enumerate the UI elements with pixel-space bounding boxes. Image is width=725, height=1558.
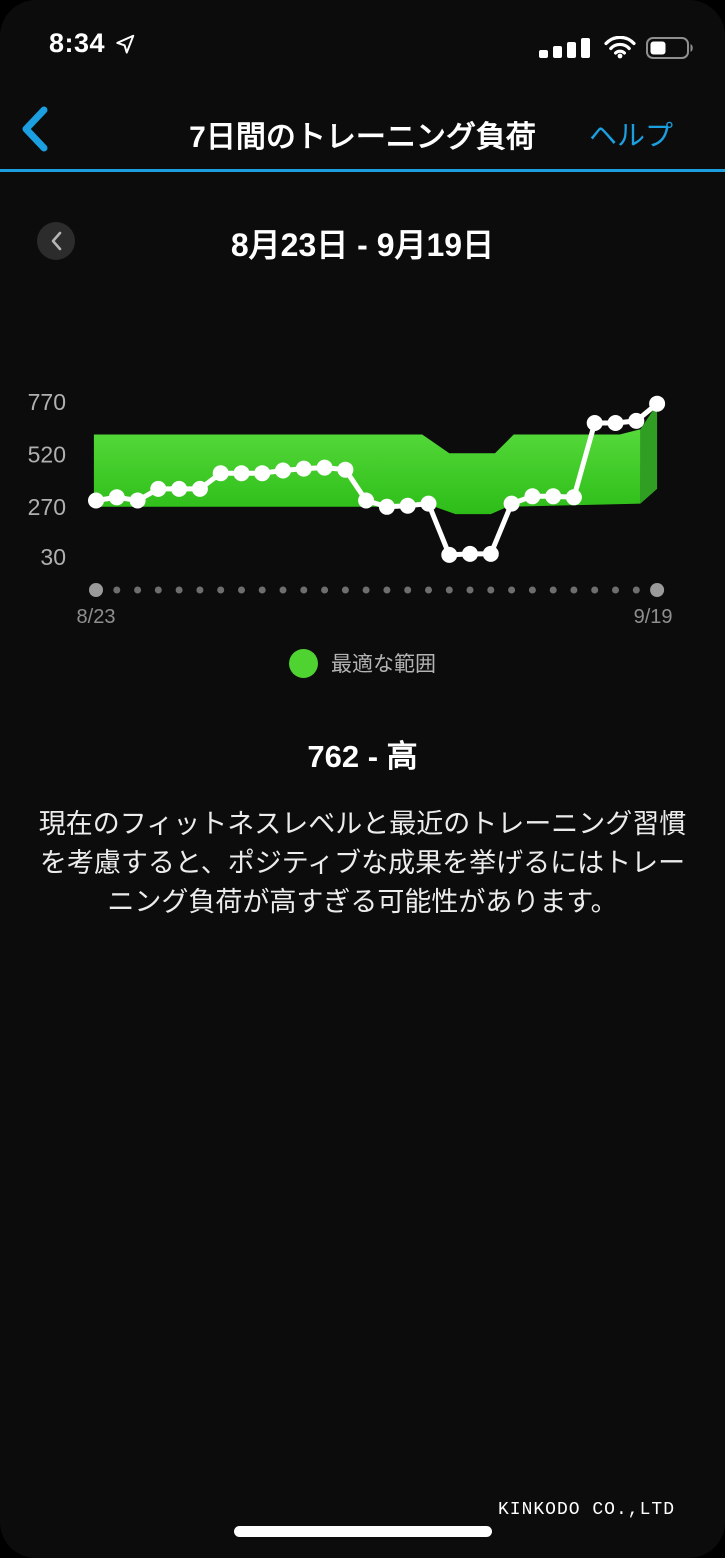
data-point[interactable] (482, 545, 499, 562)
data-point[interactable] (607, 415, 624, 431)
x-axis-dot (425, 586, 432, 594)
data-point[interactable] (316, 459, 333, 476)
load-summary-description: 現在のフィットネスレベルと最近のトレーニング習慣を考慮すると、ポジティブな成果を… (38, 809, 687, 917)
x-axis-dot (570, 586, 578, 594)
data-point[interactable] (628, 412, 645, 429)
x-axis-dot (134, 586, 142, 594)
status-time: 8:34 (49, 28, 106, 58)
home-indicator[interactable] (233, 1526, 492, 1537)
back-button[interactable] (16, 104, 52, 156)
data-point[interactable] (150, 480, 167, 497)
x-axis-dot (362, 586, 370, 594)
optimal-range-band (93, 429, 641, 515)
x-axis-dot (175, 586, 183, 594)
wifi-icon (604, 36, 636, 59)
date-range-label: 8月23日 - 9月19日 (230, 227, 495, 263)
data-point[interactable] (378, 498, 395, 515)
x-axis-dot (300, 586, 308, 594)
data-point[interactable] (462, 545, 478, 562)
data-point[interactable] (108, 489, 125, 506)
x-axis-dot (591, 586, 599, 594)
x-tick-label: 9/19 (634, 606, 673, 628)
data-point[interactable] (129, 492, 146, 509)
data-point[interactable] (649, 395, 666, 412)
x-axis-dot (321, 586, 329, 594)
x-axis-dot (508, 586, 516, 594)
x-axis-dot (650, 583, 665, 597)
data-point[interactable] (399, 497, 416, 514)
y-tick-label: 270 (28, 494, 66, 520)
training-load-chart[interactable]: 770 520 270 30 8/23 9/19 (0, 365, 725, 635)
x-axis-dot (341, 586, 349, 594)
header-divider (0, 169, 725, 172)
data-point[interactable] (171, 480, 188, 497)
data-point[interactable] (212, 465, 229, 482)
x-axis-dot (154, 586, 162, 594)
data-point[interactable] (358, 492, 375, 509)
help-link[interactable]: ヘルプ (588, 120, 673, 151)
x-axis-dot (549, 586, 557, 594)
battery-icon (646, 36, 693, 59)
data-point[interactable] (337, 461, 354, 478)
x-axis-dot (487, 586, 495, 594)
watermark-label: KINKODO CO.,LTD (497, 1500, 675, 1520)
x-axis-dot (238, 586, 245, 594)
data-point[interactable] (254, 465, 271, 482)
data-point[interactable] (88, 492, 104, 509)
x-axis-dot (196, 586, 204, 594)
data-point[interactable] (503, 495, 520, 512)
x-tick-label: 8/23 (77, 606, 116, 628)
x-axis-dot (89, 583, 103, 597)
y-tick-label: 520 (28, 441, 66, 467)
data-point[interactable] (191, 480, 208, 497)
data-point[interactable] (420, 495, 437, 512)
data-point[interactable] (233, 465, 250, 482)
cellular-signal-icon (539, 37, 590, 58)
x-axis-dot (528, 586, 536, 594)
x-axis-dot (383, 586, 391, 594)
page-title: 7日間のトレーニング負荷 (189, 121, 536, 154)
legend-label: 最適な範囲 (331, 653, 436, 676)
status-time-group: 8:34 (49, 28, 136, 59)
data-point[interactable] (441, 546, 458, 563)
load-summary-value: 762 - 高 (307, 739, 418, 774)
optimal-range-band-side (640, 404, 658, 504)
location-arrow-icon (116, 34, 135, 54)
data-point[interactable] (565, 489, 582, 506)
optimal-range-swatch (289, 648, 318, 678)
x-axis-dot (113, 586, 121, 594)
x-axis-dot (279, 586, 287, 594)
x-axis-dot (404, 586, 412, 594)
chevron-left-icon (22, 106, 48, 151)
x-axis-dot (466, 586, 474, 594)
y-tick-label: 770 (28, 389, 66, 415)
data-point[interactable] (524, 488, 541, 505)
previous-period-button[interactable] (37, 222, 75, 260)
chart-legend: 最適な範囲 (0, 648, 725, 678)
x-axis-dot (258, 586, 266, 594)
data-point[interactable] (545, 488, 562, 505)
y-tick-label: 30 (40, 544, 66, 570)
x-axis-dot (612, 586, 619, 594)
x-axis-dot (217, 586, 225, 594)
x-axis-dot (632, 586, 640, 594)
x-axis-dot (445, 586, 453, 594)
load-line (93, 401, 660, 558)
data-point[interactable] (295, 460, 312, 477)
status-icons (539, 36, 695, 59)
chevron-left-small-icon (51, 231, 61, 251)
data-point[interactable] (275, 462, 291, 479)
data-point[interactable] (586, 415, 603, 431)
